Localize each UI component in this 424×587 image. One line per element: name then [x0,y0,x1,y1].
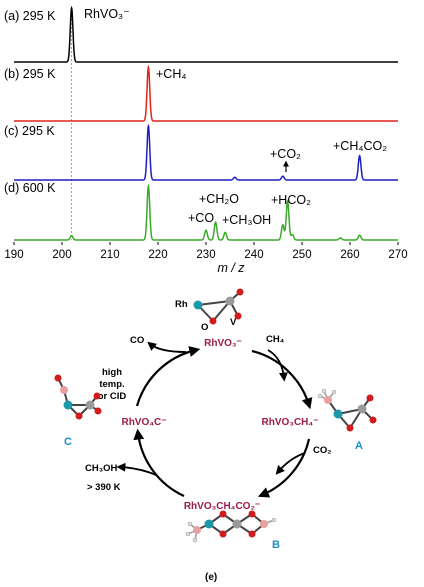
condition-high: high [102,367,122,378]
x-axis: 190 200 210 220 230 240 250 260 270 [4,242,408,261]
x-axis-tick-label: 210 [100,249,119,261]
conformer-a-label: A [355,440,363,452]
panel-a-label: (a) 295 K [4,9,56,23]
peak-label-rhvo3: RhVO₃⁻ [84,7,130,21]
peak-label-ch2o: +CH₂O [199,192,239,206]
reagent-ch3oh: CH₃OH [85,463,118,474]
catalytic-cycle: RhVO₃⁻ RhVO₃CH₄⁻ RhVO₃CH₄CO₂⁻ RhVO₄C⁻ CH… [54,288,377,583]
reagent-co2: CO₂ [313,445,331,456]
atom-label-o: O [201,322,208,333]
species-rhvo3ch4co2: RhVO₃CH₄CO₂⁻ [184,501,260,512]
x-axis-tick-label: 220 [148,249,167,261]
oxygen-atom [236,288,244,296]
x-axis-tick-label: 200 [52,249,71,261]
x-axis-tick-label: 260 [340,249,359,261]
spectra-traces [14,5,398,241]
x-axis-tick-label: 240 [244,249,263,261]
conformer-b-structure [185,510,277,543]
peak-label-ch3oh: +CH₃OH [222,213,271,227]
mass-spectra: (a) 295 K (b) 295 K (c) 295 K (d) 600 K … [4,5,408,275]
v-atom [225,296,235,306]
cycle-arc-right-bottom [257,438,311,498]
spectrum-trace [14,64,398,122]
cycle-arc-left-top [135,346,201,407]
species-rhvo3ch4: RhVO₃CH₄⁻ [262,417,319,428]
panel-b-label: (b) 295 K [4,67,56,81]
ch4-in-arrow [267,349,288,382]
species-rhvo4c: RhVO₄C⁻ [121,417,166,428]
ch3oh-out-arrow [116,462,157,476]
x-axis-tick-label: 230 [196,249,215,261]
peak-label-co2: +CO₂ [270,147,301,161]
cycle-arc-bottom-left [133,428,185,497]
co2-in-arrow [275,452,306,475]
conformer-b-label: B [272,539,280,551]
atom-label-rh: Rh [175,299,188,310]
reagent-temperature: > 390 K [87,482,121,493]
species-rhvo3: RhVO₃⁻ [204,338,242,349]
conformer-c-structure [54,374,102,420]
peak-label-ch4: +CH₄ [156,67,186,81]
peak-label-co: +CO [188,211,214,225]
x-axis-tick-label: 190 [4,249,23,261]
cycle-arc-top-right [251,349,313,410]
condition-temp: temp. [99,379,124,390]
conformer-a-structure [317,388,377,432]
conformer-c-label: C [64,436,72,448]
atom-label-v: V [230,317,237,328]
spectrum-trace [14,183,398,241]
spectrum-trace [14,5,398,63]
oxygen-atom [234,312,242,320]
spectrum-trace [14,123,398,181]
co-out-arrow [147,341,187,353]
x-axis-tick-label: 270 [388,249,407,261]
panel-c-label: (c) 295 K [4,124,55,138]
peak-label-hco2: +HCO₂ [271,193,311,207]
condition-or-cid: or CID [98,391,127,402]
rhvo3-structure [193,288,244,325]
reagent-co: CO [130,335,144,346]
rh-atom [193,300,203,310]
reagent-ch4: CH₄ [266,334,285,345]
x-axis-title: m / z [217,261,245,275]
x-axis-tick-label: 250 [292,249,311,261]
oxygen-atom [209,317,217,325]
panel-d-label: (d) 600 K [4,181,56,195]
peak-label-ch4co2: +CH₄CO₂ [333,139,387,153]
figure-caption: (e) [205,572,217,583]
